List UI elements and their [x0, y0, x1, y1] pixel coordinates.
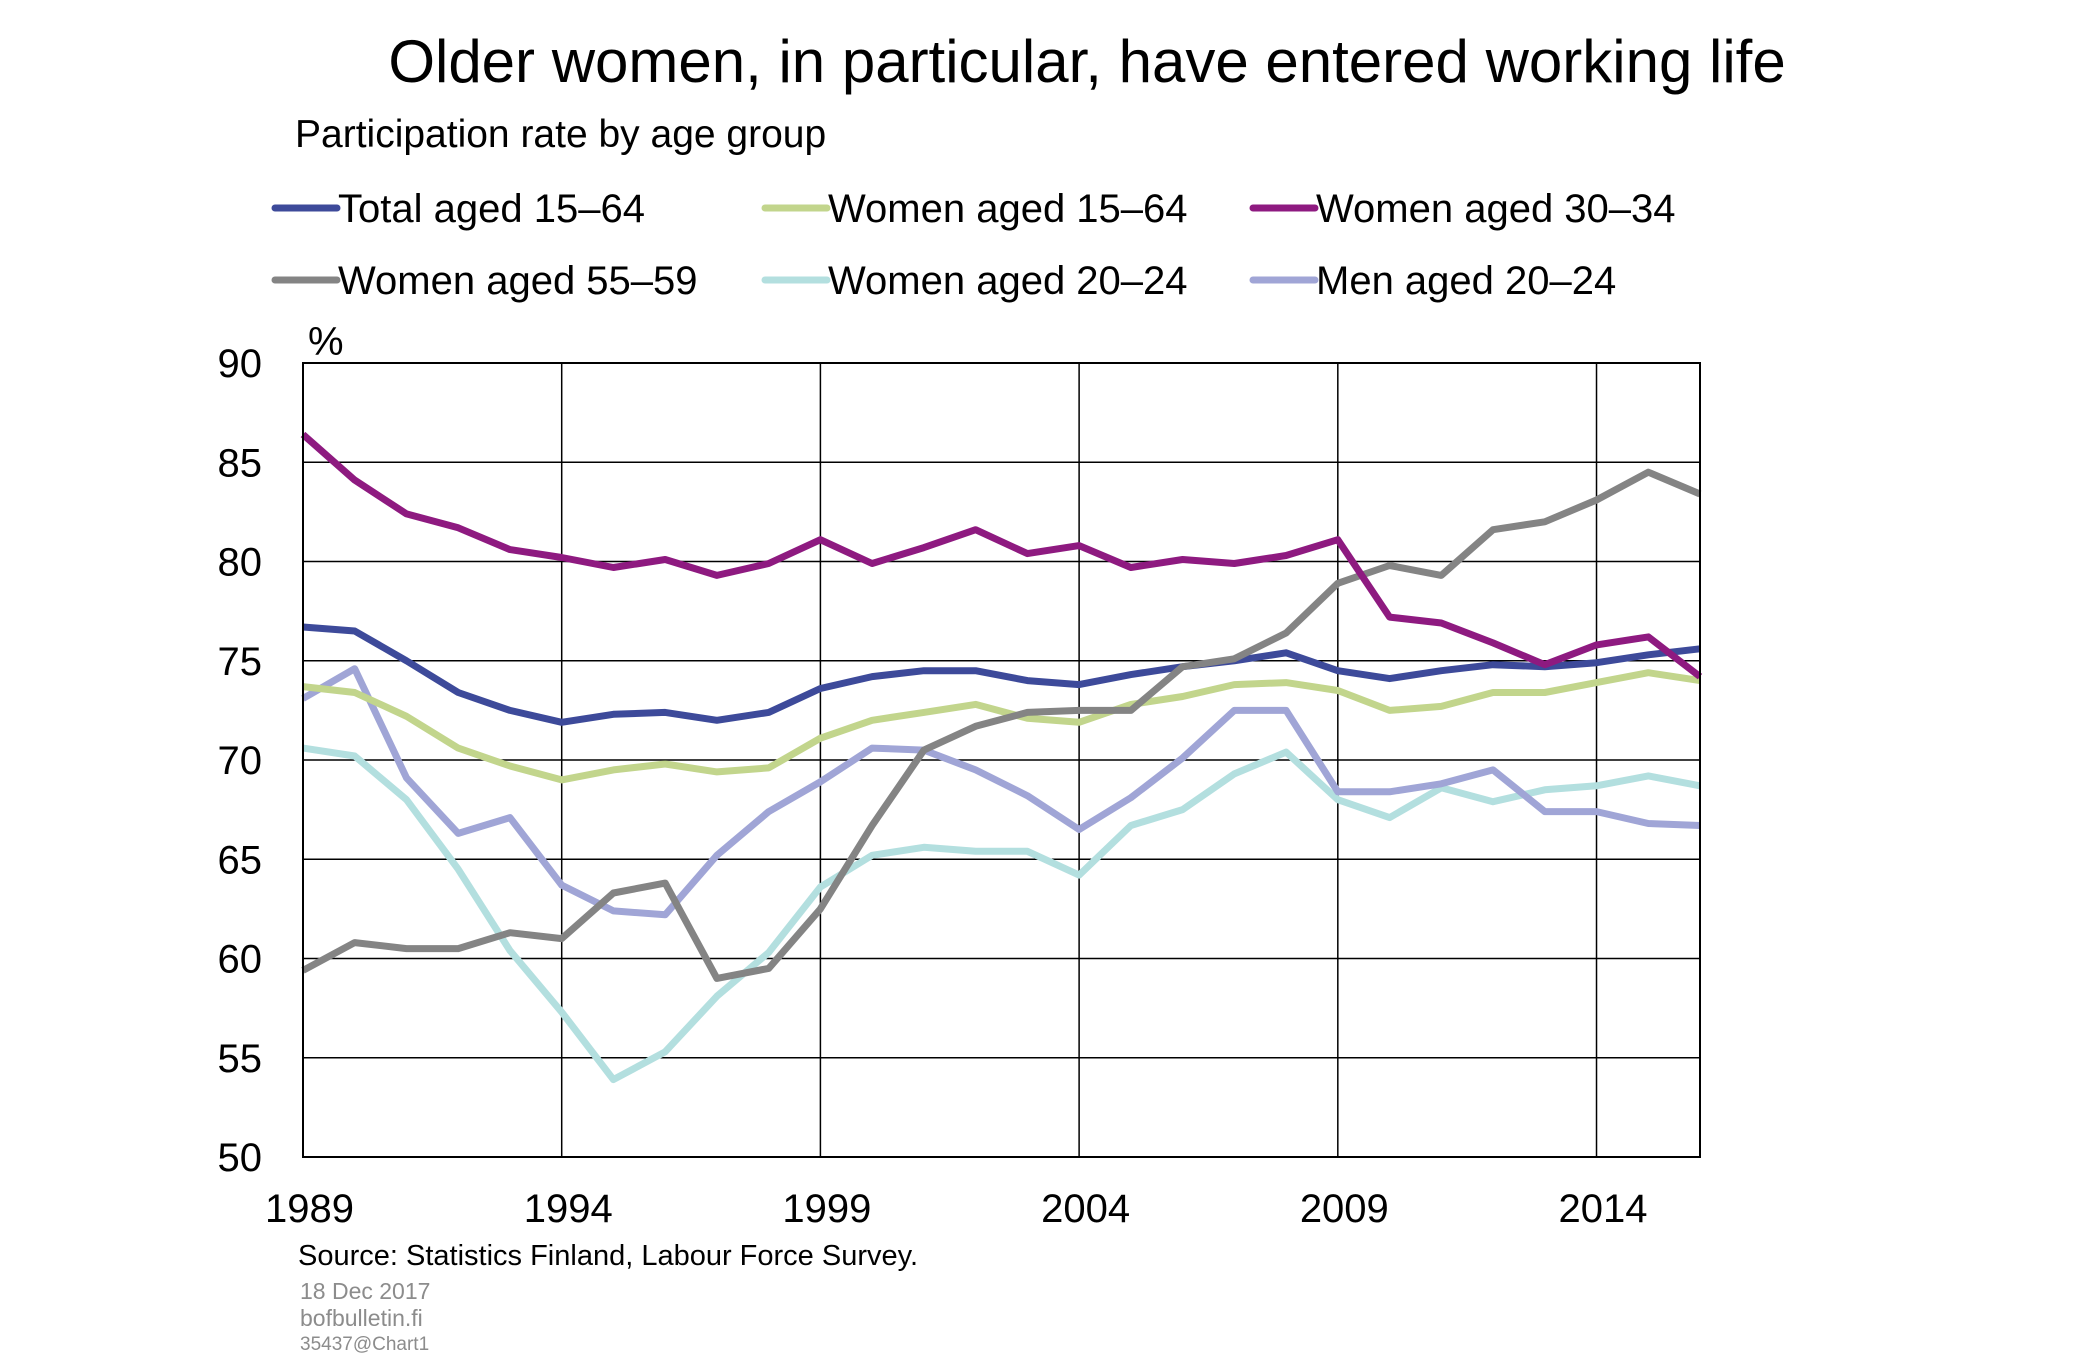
y-tick-label: 60	[218, 938, 263, 982]
series-line	[302, 744, 1701, 1084]
source-note: Source: Statistics Finland, Labour Force…	[298, 1240, 918, 1272]
legend-label: Total aged 15–64	[338, 187, 645, 231]
chart-title: Older women, in particular, have entered…	[388, 28, 1785, 95]
x-tick-label: 1989	[265, 1187, 354, 1231]
series-line	[301, 665, 1701, 919]
legend-label: Men aged 20–24	[1316, 259, 1616, 303]
footer-site: bofbulletin.fi	[300, 1305, 423, 1331]
x-tick-label: 2014	[1559, 1187, 1648, 1231]
legend: Total aged 15–64 Women aged 15–64 Women ag…	[271, 187, 1676, 303]
series-line	[300, 431, 1703, 680]
x-tick-label: 2009	[1300, 1187, 1389, 1231]
series-line	[301, 468, 1702, 982]
grid-lines	[303, 363, 1700, 1157]
x-tick-label: 2004	[1041, 1187, 1130, 1231]
x-tick-label: 1999	[782, 1187, 871, 1231]
y-tick-label: 65	[218, 838, 263, 882]
series-line	[302, 669, 1701, 784]
footer-chart-code: 35437@Chart1	[300, 1334, 429, 1355]
y-axis-tick-labels: 50 55 60 65 70 75 80 85 90	[218, 342, 263, 1180]
y-tick-label: 70	[218, 739, 263, 783]
legend-label: Women aged 30–34	[1316, 187, 1676, 231]
y-tick-label: 55	[218, 1037, 263, 1081]
series-line	[302, 623, 1701, 726]
footer-date: 18 Dec 2017	[300, 1278, 430, 1304]
y-tick-label: 80	[218, 541, 263, 585]
x-tick-label: 1994	[524, 1187, 613, 1231]
y-tick-label: 90	[218, 342, 263, 386]
y-tick-label: 75	[218, 640, 263, 684]
x-axis-tick-labels: 1989 1994 1999 2004 2009 2014	[265, 1187, 1648, 1231]
legend-label: Women aged 20–24	[828, 259, 1188, 303]
legend-label: Women aged 55–59	[338, 259, 698, 303]
y-tick-label: 85	[218, 441, 263, 485]
legend-label: Women aged 15–64	[828, 187, 1188, 231]
y-tick-label: 50	[218, 1136, 263, 1180]
chart-subtitle: Participation rate by age group	[295, 113, 826, 156]
plot-area-border	[302, 362, 1701, 1158]
series-lines	[300, 431, 1703, 1084]
y-axis-unit-label: %	[308, 320, 344, 364]
